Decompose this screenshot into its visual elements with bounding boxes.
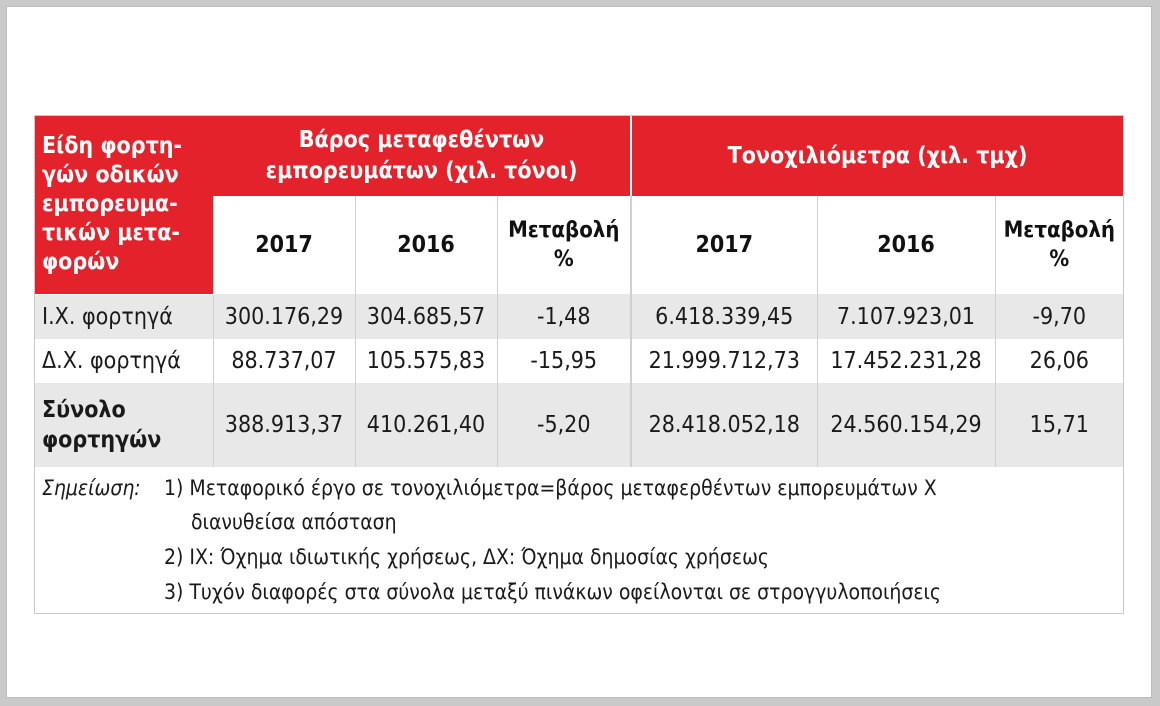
row-label: Ι.Χ. φορτηγά: [35, 294, 213, 339]
table-cell: 410.261,40: [354, 383, 497, 467]
col-header-change-tonkm: Μεταβολή %: [994, 196, 1124, 294]
table-cell: 300.176,29: [212, 294, 355, 339]
table-cell: 21.999.712,73: [630, 339, 818, 383]
col-header-2017-tonkm: 2017: [630, 196, 818, 294]
note-1: 1) Μεταφορικό έργο σε τονοχιλιόμετρα=βάρ…: [164, 476, 937, 500]
table-cell: -5,20: [496, 383, 632, 467]
group-weight-header: Βάρος μεταφεθέντων εμπορευμάτων (χιλ. τό…: [213, 116, 632, 196]
table-cell: 88.737,07: [212, 339, 355, 383]
table-cell: 6.418.339,45: [630, 294, 818, 339]
col-header-2016-tonkm: 2016: [816, 196, 996, 294]
table-cell: -1,48: [496, 294, 632, 339]
table-cell: 26,06: [994, 339, 1124, 383]
table-cell: 304.685,57: [354, 294, 497, 339]
table-cell: 28.418.052,18: [630, 383, 818, 467]
table-row: Δ.Χ. φορτηγά 88.737,07 105.575,83 -15,95…: [35, 339, 1124, 383]
row-label: Δ.Χ. φορτηγά: [42, 348, 181, 374]
header-row-groups: Είδη φορτη- γών οδικών εμπορευμα- τικών …: [35, 116, 1124, 295]
table-row-total: Σύνολο φορτηγών 388.913,37 410.261,40 -5…: [35, 383, 1124, 467]
table-cell: 388.913,37: [212, 383, 355, 467]
col-header-2016-weight: 2016: [354, 196, 497, 294]
page-frame: Είδη φορτη- γών οδικών εμπορευμα- τικών …: [6, 6, 1152, 698]
table-cell: 7.107.923,01: [816, 294, 996, 339]
note-3: 3) Τυχόν διαφορές στα σύνολα μεταξύ πινά…: [164, 580, 942, 604]
table-cell: 17.452.231,28: [816, 339, 996, 383]
table-container: Είδη φορτη- γών οδικών εμπορευμα- τικών …: [34, 115, 1124, 614]
table-cell: 24.560.154,29: [816, 383, 996, 467]
table-cell: -9,70: [994, 294, 1124, 339]
row-header-cell: Είδη φορτη- γών οδικών εμπορευμα- τικών …: [35, 116, 213, 295]
row-label: Σύνολο φορτηγών: [35, 383, 213, 467]
group-tonkm-header: Τονοχιλιόμετρα (χιλ. τμχ): [630, 116, 1124, 196]
note-1-continuation: διανυθείσα απόσταση: [191, 510, 397, 534]
header-row-columns: 2017 2016 Μεταβολή % 2017 2016 Μεταβολή …: [35, 196, 1124, 294]
col-header-change-weight: Μεταβολή %: [496, 196, 632, 294]
table-cell: 105.575,83: [354, 339, 497, 383]
note-2: 2) ΙΧ: Όχημα ιδιωτικής χρήσεως, ΔΧ: Όχημ…: [164, 545, 769, 569]
table-cell: 15,71: [994, 383, 1124, 467]
freight-statistics-table: Είδη φορτη- γών οδικών εμπορευμα- τικών …: [35, 116, 1124, 467]
table-row: Ι.Χ. φορτηγά 300.176,29 304.685,57 -1,48…: [35, 294, 1124, 339]
table-cell: -15,95: [496, 339, 632, 383]
col-header-2017-weight: 2017: [212, 196, 355, 294]
notes-intro: Σημείωση:: [42, 476, 141, 500]
